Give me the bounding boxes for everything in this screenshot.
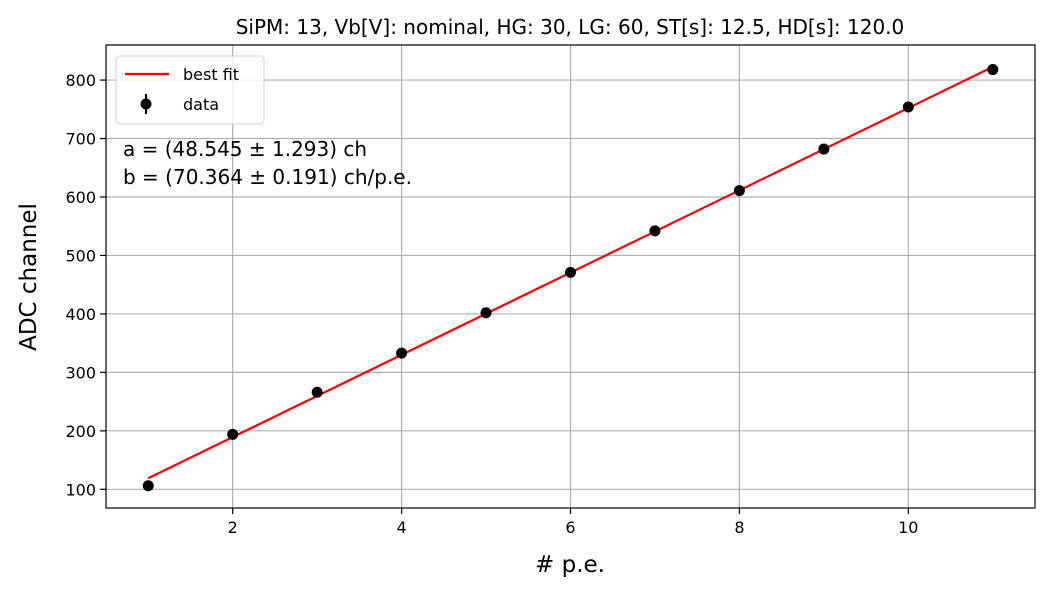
fit-param-a: a = (48.545 ± 1.293) ch xyxy=(123,137,367,161)
x-tick-label: 6 xyxy=(565,518,575,537)
y-tick-label: 700 xyxy=(65,130,96,149)
y-tick-label: 300 xyxy=(65,363,96,382)
ticks: 2 4 6 8 10 100 200 300 400 500 600 700 800 xyxy=(65,71,918,537)
series-layer xyxy=(142,64,999,492)
fit-param-b: b = (70.364 ± 0.191) ch/p.e. xyxy=(123,165,412,189)
legend-label-data: data xyxy=(183,95,219,114)
chart-title: SiPM: 13, Vb[V]: nominal, HG: 30, LG: 60… xyxy=(236,15,905,39)
y-tick-label: 100 xyxy=(65,480,96,499)
x-tick-label: 4 xyxy=(396,518,406,537)
x-tick-label: 2 xyxy=(228,518,238,537)
x-tick-label: 8 xyxy=(734,518,744,537)
y-tick-label: 600 xyxy=(65,188,96,207)
data-point xyxy=(987,64,999,76)
data-point xyxy=(396,347,408,359)
legend-marker-swatch xyxy=(140,98,152,110)
legend: best fit data xyxy=(115,55,265,125)
x-tick-label: 10 xyxy=(898,518,918,537)
data-point xyxy=(480,307,492,319)
grid xyxy=(106,45,1035,508)
x-axis-label: # p.e. xyxy=(535,552,605,578)
data-point xyxy=(818,143,830,155)
data-point xyxy=(142,480,154,492)
data-point xyxy=(227,428,239,440)
y-axis-label: ADC channel xyxy=(16,203,42,351)
data-point xyxy=(311,386,323,398)
data-point xyxy=(733,185,745,197)
legend-label-best-fit: best fit xyxy=(183,65,239,84)
data-point xyxy=(565,266,576,278)
y-tick-label: 400 xyxy=(65,305,96,324)
y-tick-label: 800 xyxy=(65,71,96,90)
data-point xyxy=(902,101,914,113)
data-point xyxy=(649,225,661,237)
y-tick-label: 500 xyxy=(65,246,96,265)
y-tick-label: 200 xyxy=(65,422,96,441)
